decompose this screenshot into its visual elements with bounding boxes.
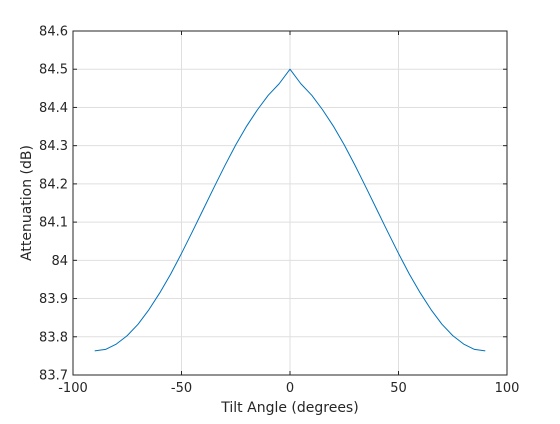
series-layer bbox=[94, 68, 486, 352]
y-tick-label: 83.7 bbox=[39, 369, 68, 384]
y-tick-label: 84.4 bbox=[39, 101, 68, 116]
ticks: -100 -50 0 50 100 83.7 83.8 83.9 84 84.1 84.2 84.3 8… bbox=[39, 25, 519, 397]
x-tick-label: 0 bbox=[286, 381, 294, 396]
y-tick-label: 84.3 bbox=[39, 139, 68, 154]
y-tick-label: 84.1 bbox=[39, 216, 68, 231]
x-tick-label: 50 bbox=[390, 381, 407, 396]
x-tick-label: -100 bbox=[58, 381, 88, 396]
x-tick-label: 100 bbox=[495, 381, 520, 396]
y-tick-label: 83.9 bbox=[39, 292, 68, 307]
y-tick-label: 84 bbox=[51, 254, 68, 269]
y-tick-label: 84.5 bbox=[39, 63, 68, 78]
y-axis-label: Attenuation (dB) bbox=[19, 145, 35, 261]
series-line bbox=[94, 68, 486, 352]
y-tick-label: 84.6 bbox=[39, 25, 68, 40]
x-tick-label: -50 bbox=[171, 381, 192, 396]
y-tick-label: 84.2 bbox=[39, 177, 68, 192]
y-tick-label: 83.8 bbox=[39, 330, 68, 345]
x-axis-label: Tilt Angle (degrees) bbox=[220, 400, 358, 416]
